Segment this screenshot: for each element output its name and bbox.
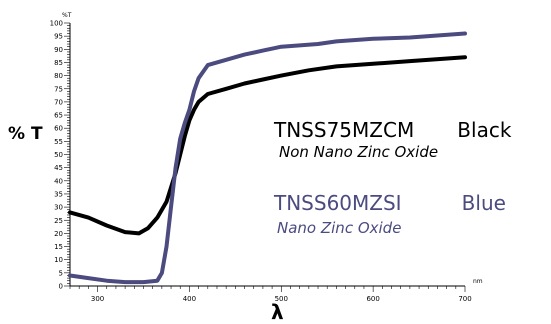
y-tick-label: 15 [54,243,63,251]
x-tick-label: 700 [458,295,471,303]
legend-color-label: Black [457,118,512,142]
x-unit-label: nm [473,278,483,285]
legend-series-name: TNSS60MZSI [274,191,402,215]
y-tick-label: 55 [54,138,63,146]
series-lines [68,31,467,285]
series-line-black [68,55,467,236]
series-line-blue [68,31,467,285]
y-tick-label: 10 [54,256,63,264]
y-tick-label: 65 [54,112,63,120]
y-tick-label: 80 [54,72,63,80]
legend-desc-blue: Nano Zinc Oxide [277,218,401,237]
y-tick-label: 20 [54,230,63,238]
y-tick-label: 35 [54,190,63,198]
legend-series-name: TNSS75MZCM [274,118,415,142]
y-tick-label: 85 [54,59,63,67]
x-ticks: 300 400 500 600 700 [69,286,472,303]
y-tick-label: 100 [50,20,63,28]
y-tick-label: 60 [54,125,63,133]
y-tick-label: 25 [54,217,63,225]
y-ticks: 0 5 10 15 20 25 30 35 40 45 50 55 60 65 70 75 80 85 90 95 10… [50,20,70,291]
y-tick-label: 95 [54,33,63,41]
legend-desc-black: Non Nano Zinc Oxide [279,142,438,161]
y-tick-label: 45 [54,164,63,172]
x-axis-label: λ [271,300,284,324]
legend-color-label: Blue [461,191,506,215]
legend-entry-black: TNSS75MZCM Black [274,118,511,142]
y-tick-label: 5 [59,269,63,277]
y-tick-label: 40 [54,177,63,185]
x-tick-label: 600 [366,295,379,303]
y-tick-label: 70 [54,98,63,106]
y-axis-label: % T [8,124,43,144]
y-tick-label: 0 [59,283,63,291]
y-tick-label: 50 [54,151,63,159]
legend-series-desc: Non Nano Zinc Oxide [279,143,439,161]
legend-series-desc: Nano Zinc Oxide [277,219,402,237]
y-tick-label: 75 [54,85,63,93]
y-tick-label: 90 [54,46,63,54]
y-unit-label: %T [62,12,72,19]
y-tick-label: 30 [54,204,63,212]
x-tick-label: 300 [91,295,104,303]
x-tick-label: 500 [275,295,288,303]
x-tick-label: 400 [183,295,196,303]
legend-entry-blue: TNSS60MZSI Blue [274,191,506,215]
